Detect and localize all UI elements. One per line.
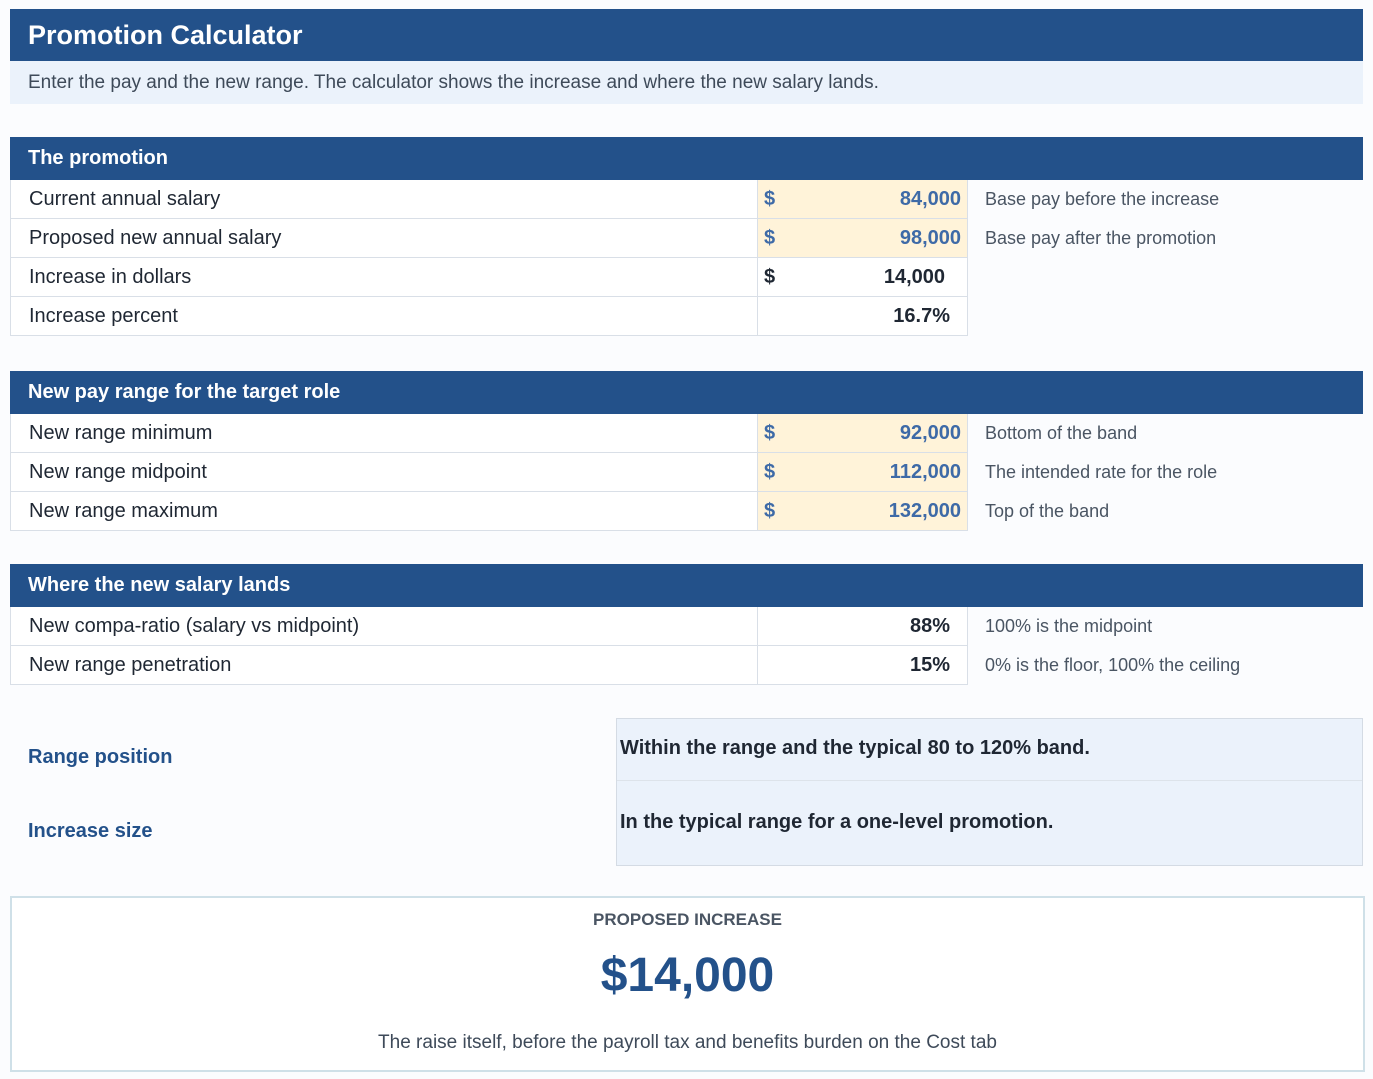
proposed-salary-input[interactable]: $ 98,000 <box>758 219 968 258</box>
summary-kicker: PROPOSED INCREASE <box>593 910 782 929</box>
row-increase-percent: Increase percent 16.7% <box>10 297 1363 336</box>
row-compa-ratio: New compa-ratio (salary vs midpoint) 88%… <box>10 607 1363 646</box>
row-note: Base pay before the increase <box>985 189 1220 209</box>
increase-size-text: In the typical range for a one-level pro… <box>620 811 1054 833</box>
row-range-minimum: New range minimum $ 92,000 Bottom of the… <box>10 414 1363 453</box>
increase-percent-cell: 16.7% <box>758 297 968 336</box>
row-note: Bottom of the band <box>985 423 1138 443</box>
section-lands: Where the new salary lands New compa-rat… <box>10 564 1363 685</box>
range-midpoint-input[interactable]: $ 112,000 <box>758 453 968 492</box>
section-header-range: New pay range for the target role <box>10 371 1363 414</box>
row-label: New range penetration <box>10 646 758 685</box>
currency-symbol: $ <box>764 227 776 249</box>
assessment-divider <box>617 780 1362 781</box>
section-promotion: The promotion Current annual salary $ 84… <box>10 137 1363 336</box>
row-range-penetration: New range penetration 15% 0% is the floo… <box>10 646 1363 685</box>
compa-ratio-value: 88% <box>909 615 950 637</box>
row-note: 0% is the floor, 100% the ceiling <box>985 655 1241 675</box>
row-label: New range minimum <box>10 414 758 453</box>
row-note: Base pay after the promotion <box>985 228 1217 248</box>
range-position-label: Range position <box>28 746 173 768</box>
row-range-maximum: New range maximum $ 132,000 Top of the b… <box>10 492 1363 531</box>
range-penetration-cell: 15% <box>758 646 968 685</box>
row-label: New range maximum <box>10 492 758 531</box>
row-label: Increase in dollars <box>10 258 758 297</box>
row-note <box>968 258 985 297</box>
summary-card: PROPOSED INCREASE $14,000 The raise itse… <box>10 896 1365 1072</box>
compa-ratio-cell: 88% <box>758 607 968 646</box>
increase-size-label: Increase size <box>28 820 153 842</box>
range-minimum-input[interactable]: $ 92,000 <box>758 414 968 453</box>
section-header-lands: Where the new salary lands <box>10 564 1363 607</box>
current-salary-input[interactable]: $ 84,000 <box>758 180 968 219</box>
row-current-salary: Current annual salary $ 84,000 Base pay … <box>10 180 1363 219</box>
row-note: Top of the band <box>985 501 1110 521</box>
increase-percent-value: 16.7% <box>893 305 950 327</box>
row-note: 100% is the midpoint <box>985 616 1153 636</box>
range-maximum-input[interactable]: $ 132,000 <box>758 492 968 531</box>
row-label: Current annual salary <box>10 180 758 219</box>
assessment-box: Within the range and the typical 80 to 1… <box>616 718 1363 866</box>
row-range-midpoint: New range midpoint $ 112,000 The intende… <box>10 453 1363 492</box>
currency-symbol: $ <box>764 500 776 522</box>
increase-dollars-cell: $ 14,000 <box>758 258 968 297</box>
row-label: New compa-ratio (salary vs midpoint) <box>10 607 758 646</box>
range-midpoint-value: 112,000 <box>889 461 961 483</box>
section-range: New pay range for the target role New ra… <box>10 371 1363 531</box>
currency-symbol: $ <box>764 266 776 288</box>
currency-symbol: $ <box>764 188 776 210</box>
row-note <box>968 297 985 336</box>
currency-symbol: $ <box>764 422 776 444</box>
increase-dollars-value: 14,000 <box>883 266 945 288</box>
summary-caption: The raise itself, before the payroll tax… <box>378 1032 997 1053</box>
page-title: Promotion Calculator <box>10 9 1363 61</box>
range-minimum-value: 92,000 <box>899 422 961 444</box>
row-label: Increase percent <box>10 297 758 336</box>
promotion-calculator-sheet: Promotion Calculator Enter the pay and t… <box>10 9 1365 1072</box>
section-header-promotion: The promotion <box>10 137 1363 180</box>
proposed-salary-value: 98,000 <box>899 227 961 249</box>
summary-amount: $14,000 <box>600 949 775 1002</box>
page-subtitle: Enter the pay and the new range. The cal… <box>10 61 1363 104</box>
row-proposed-salary: Proposed new annual salary $ 98,000 Base… <box>10 219 1363 258</box>
row-increase-dollars: Increase in dollars $ 14,000 <box>10 258 1363 297</box>
currency-symbol: $ <box>764 461 776 483</box>
range-maximum-value: 132,000 <box>888 500 961 522</box>
row-note: The intended rate for the role <box>985 462 1218 482</box>
row-label: Proposed new annual salary <box>10 219 758 258</box>
row-label: New range midpoint <box>10 453 758 492</box>
range-position-text: Within the range and the typical 80 to 1… <box>620 737 1090 759</box>
current-salary-value: 84,000 <box>899 188 961 210</box>
range-penetration-value: 15% <box>909 654 950 676</box>
